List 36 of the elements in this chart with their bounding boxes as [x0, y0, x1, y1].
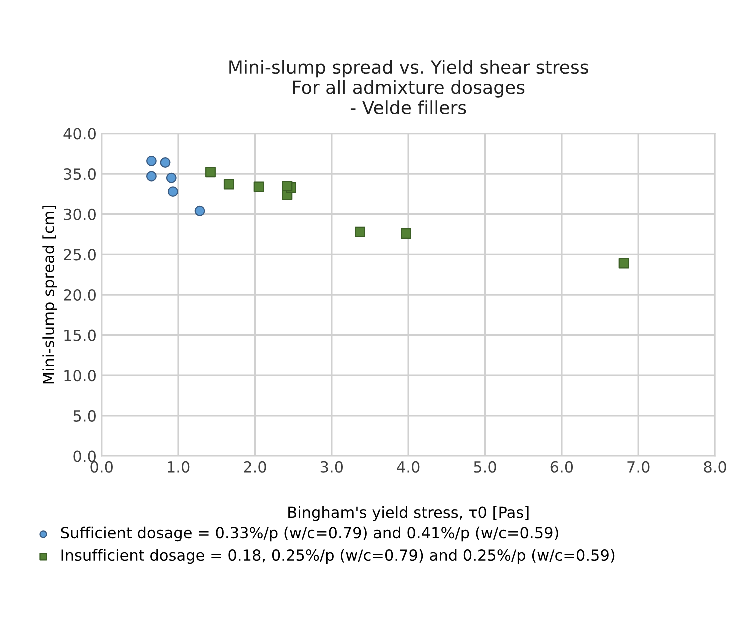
x-tick-label: 5.0	[474, 461, 496, 473]
x-tick-label: 4.0	[397, 461, 420, 473]
x-tick-label: 6.0	[550, 461, 574, 473]
y-tick-label: 20.0	[64, 289, 96, 302]
y-tick-label: 25.0	[64, 249, 96, 261]
point	[160, 158, 171, 168]
point	[166, 172, 177, 184]
x-tick-label: 7.0	[628, 461, 650, 473]
point	[146, 156, 157, 166]
y-axis-title: Mini-slump spread [cm]	[42, 206, 58, 384]
point	[618, 258, 630, 269]
legend-label: Insufficient dosage = 0.18, 0.25%/p (w/c=0.79) and 0.25%/p (w/c=0.59)	[62, 549, 615, 564]
legend-label: Sufficient dosage = 0.33%/p (w/c=0.79) and 0.41%/p (w/c=0.59)	[61, 526, 558, 542]
point	[194, 206, 206, 216]
x-tick-label: 1.0	[168, 461, 190, 473]
point	[224, 179, 234, 190]
point	[355, 226, 366, 238]
y-tick-label: 35.0	[64, 168, 96, 180]
x-tick-label: 8.0	[704, 461, 726, 473]
point	[206, 167, 216, 178]
point	[168, 186, 178, 198]
point	[282, 180, 293, 192]
point	[401, 228, 412, 239]
y-tick-label: 5.0	[74, 410, 96, 422]
chart-title: Mini-slump spread vs. Yield shear stress For all admixture dosages - Velde fillers	[230, 60, 588, 115]
y-tick-label: 15.0	[64, 330, 96, 342]
y-tick-label: 0.0	[74, 450, 96, 462]
y-tick-label: 30.0	[64, 208, 96, 220]
point	[254, 182, 264, 192]
y-tick-label: 40.0	[64, 128, 96, 140]
x-tick-label: 3.0	[320, 461, 344, 473]
point	[146, 171, 157, 182]
x-tick-label: 0.0	[90, 461, 113, 473]
x-axis-title: Bingham's yield stress, τ0 [Pas]	[288, 506, 529, 522]
y-tick-label: 10.0	[64, 370, 96, 382]
x-tick-label: 2.0	[244, 461, 266, 473]
